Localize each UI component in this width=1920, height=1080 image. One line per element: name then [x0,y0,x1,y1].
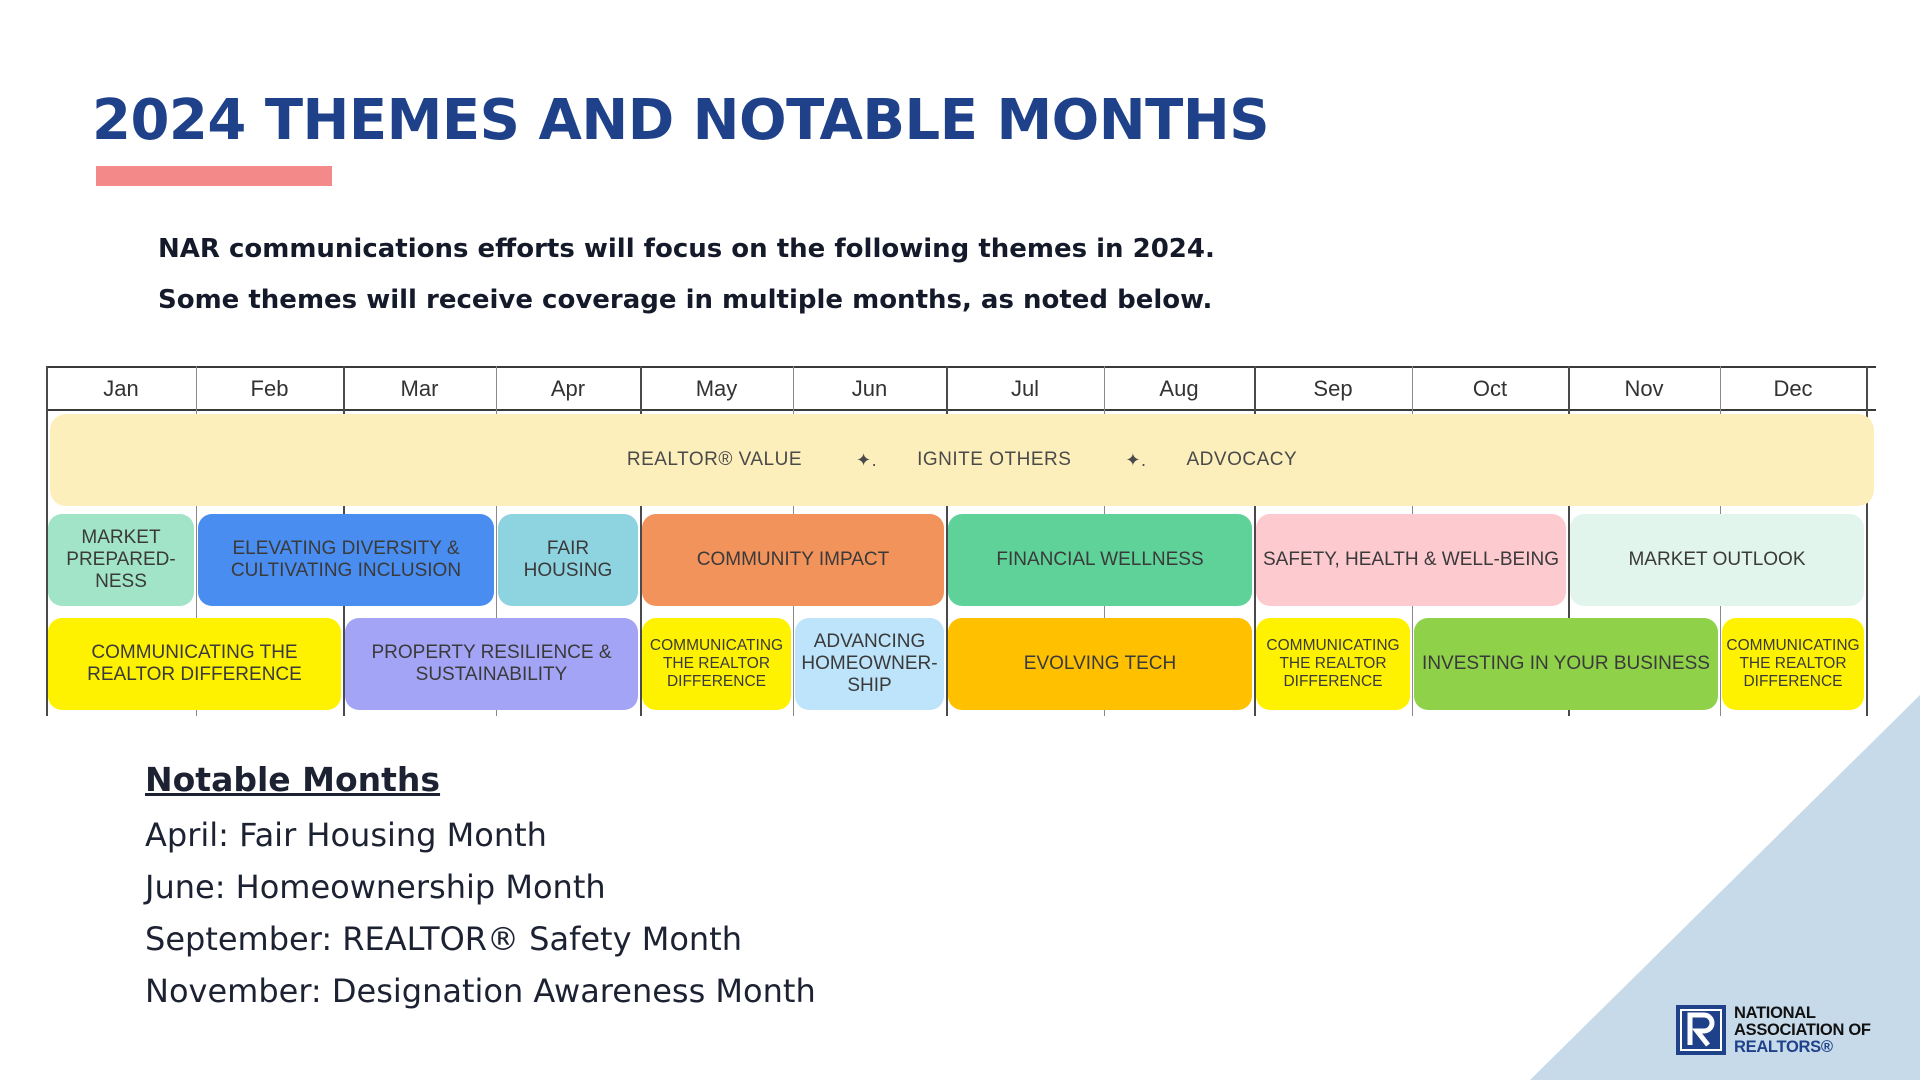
month-jan: Jan [103,376,139,401]
month-apr: Apr [550,376,586,401]
themes-calendar: Jan Feb Mar Apr May Jun Jul Aug Sep Oct … [46,366,1876,716]
intro-line-1: NAR communications efforts will focus on… [158,234,1215,264]
theme-block-property-resilience: PROPERTY RESILIENCE & SUSTAINABILITY [345,618,638,710]
month-may: May [695,376,738,401]
calendar-gridline [1866,366,1868,716]
notable-month-item: September: REALTOR® Safety Month [145,920,742,958]
month-oct: Oct [1472,376,1508,401]
realtor-r-logo-icon [1676,1005,1726,1055]
nar-logo: NATIONAL ASSOCIATION OF REALTORS® [1676,1005,1871,1056]
calendar-gridline [1254,366,1256,716]
month-feb: Feb [250,376,289,401]
intro-line-2: Some themes will receive coverage in mul… [158,285,1213,315]
theme-block-elevating-diversity: ELEVATING DIVERSITY & CULTIVATING INCLUS… [198,514,494,606]
calendar-gridline [46,366,48,716]
theme-block-advancing-homeownership: ADVANCING HOMEOWNER-SHIP [795,618,944,710]
notable-month-item: November: Designation Awareness Month [145,972,816,1010]
logo-line-3: REALTORS® [1734,1038,1833,1056]
theme-realtor-value: REALTOR® VALUE [626,449,803,470]
month-jun: Jun [851,376,888,401]
theme-block-market-outlook: MARKET OUTLOOK [1570,514,1864,606]
month-jul: Jul [1010,376,1040,401]
notable-months-heading: Notable Months [145,760,441,799]
month-sep: Sep [1313,376,1353,401]
theme-block-financial-wellness: FINANCIAL WELLNESS [948,514,1252,606]
calendar-gridline [496,366,497,716]
notable-month-item: April: Fair Housing Month [145,816,547,854]
theme-ignite-others: IGNITE OTHERS [917,449,1072,470]
notable-months-section: Notable Months April: Fair Housing Month… [145,760,816,1017]
theme-advocacy: ADVOCACY [1186,449,1298,470]
month-mar: Mar [400,376,439,401]
theme-block-realtor-difference: COMMUNICATING THE REALTOR DIFFERENCE [1256,618,1410,710]
corner-decoration [1530,695,1920,1080]
calendar-top-border [46,366,1876,368]
separator-icon: ✦. [1125,449,1147,470]
month-dec: Dec [1773,376,1813,401]
theme-block-realtor-difference: COMMUNICATING THE REALTOR DIFFERENCE [48,618,341,710]
calendar-header-border [46,409,1876,411]
calendar-gridline [1568,366,1570,716]
notable-month-item: June: Homeownership Month [145,868,606,906]
calendar-gridline [946,366,948,716]
theme-block-investing-in-business: INVESTING IN YOUR BUSINESS [1414,618,1718,710]
theme-block-realtor-difference: COMMUNICATING THE REALTOR DIFFERENCE [642,618,791,710]
logo-line-1: NATIONAL [1734,1004,1816,1022]
overarching-themes-band: REALTOR® VALUE ✦. IGNITE OTHERS ✦. ADVOC… [50,414,1874,506]
theme-block-fair-housing: FAIR HOUSING [498,514,638,606]
title-accent-bar [96,166,332,186]
separator-icon: ✦. [856,449,878,470]
calendar-gridline [640,366,642,716]
theme-block-safety-health: SAFETY, HEALTH & WELL-BEING [1256,514,1566,606]
logo-line-2: ASSOCIATION OF [1734,1021,1871,1039]
page-title: 2024 THEMES AND NOTABLE MONTHS [92,88,1270,153]
theme-block-evolving-tech: EVOLVING TECH [948,618,1252,710]
month-nov: Nov [1624,376,1664,401]
month-aug: Aug [1159,376,1199,401]
calendar-gridline [196,366,197,716]
theme-block-community-impact: COMMUNITY IMPACT [642,514,944,606]
theme-block-market-preparedness: MARKET PREPARED-NESS [48,514,194,606]
theme-block-realtor-difference: COMMUNICATING THE REALTOR DIFFERENCE [1722,618,1864,710]
